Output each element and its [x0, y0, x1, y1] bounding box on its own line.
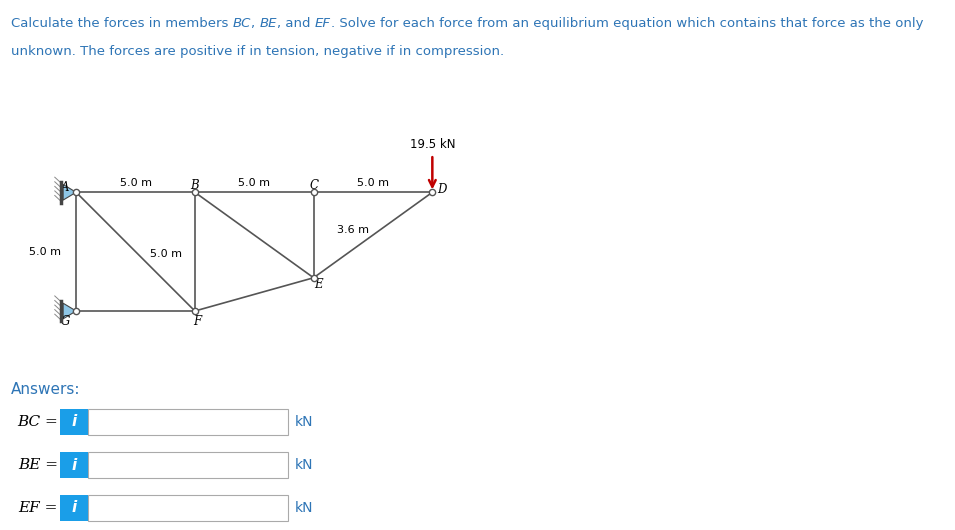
Text: i: i: [72, 500, 76, 516]
Text: kN: kN: [295, 458, 313, 472]
Text: 5.0 m: 5.0 m: [238, 178, 270, 188]
FancyBboxPatch shape: [60, 409, 88, 435]
Text: , and: , and: [277, 17, 314, 30]
Text: EF =: EF =: [19, 501, 58, 515]
Text: D: D: [437, 183, 447, 197]
FancyBboxPatch shape: [88, 409, 288, 435]
Text: i: i: [72, 457, 76, 473]
Text: kN: kN: [295, 415, 313, 429]
Text: Calculate the forces in members: Calculate the forces in members: [11, 17, 233, 30]
Text: kN: kN: [295, 501, 313, 515]
FancyBboxPatch shape: [60, 452, 88, 478]
FancyBboxPatch shape: [88, 495, 288, 521]
Text: 5.0 m: 5.0 m: [119, 178, 152, 188]
Text: 19.5 kN: 19.5 kN: [410, 138, 456, 151]
Text: BE: BE: [260, 17, 277, 30]
Text: C: C: [309, 179, 318, 192]
Text: 3.6 m: 3.6 m: [337, 225, 370, 235]
Text: E: E: [314, 278, 323, 292]
Text: F: F: [193, 315, 202, 328]
Text: B: B: [191, 179, 200, 192]
Text: EF: EF: [314, 17, 330, 30]
FancyBboxPatch shape: [88, 452, 288, 478]
Text: BC =: BC =: [17, 415, 58, 429]
Polygon shape: [63, 303, 76, 319]
Text: i: i: [72, 414, 76, 429]
Text: BC: BC: [233, 17, 251, 30]
Text: unknown. The forces are positive if in tension, negative if in compression.: unknown. The forces are positive if in t…: [11, 45, 504, 58]
Text: ,: ,: [251, 17, 260, 30]
Text: BE =: BE =: [18, 458, 58, 472]
Text: 5.0 m: 5.0 m: [150, 249, 182, 259]
Text: 5.0 m: 5.0 m: [357, 178, 389, 188]
Text: G: G: [61, 315, 70, 328]
Text: . Solve for each force from an equilibrium equation which contains that force as: . Solve for each force from an equilibri…: [330, 17, 923, 30]
Polygon shape: [63, 184, 76, 200]
Text: A: A: [61, 181, 70, 194]
Text: Answers:: Answers:: [11, 382, 80, 397]
Text: 5.0 m: 5.0 m: [30, 246, 61, 257]
FancyBboxPatch shape: [60, 495, 88, 521]
